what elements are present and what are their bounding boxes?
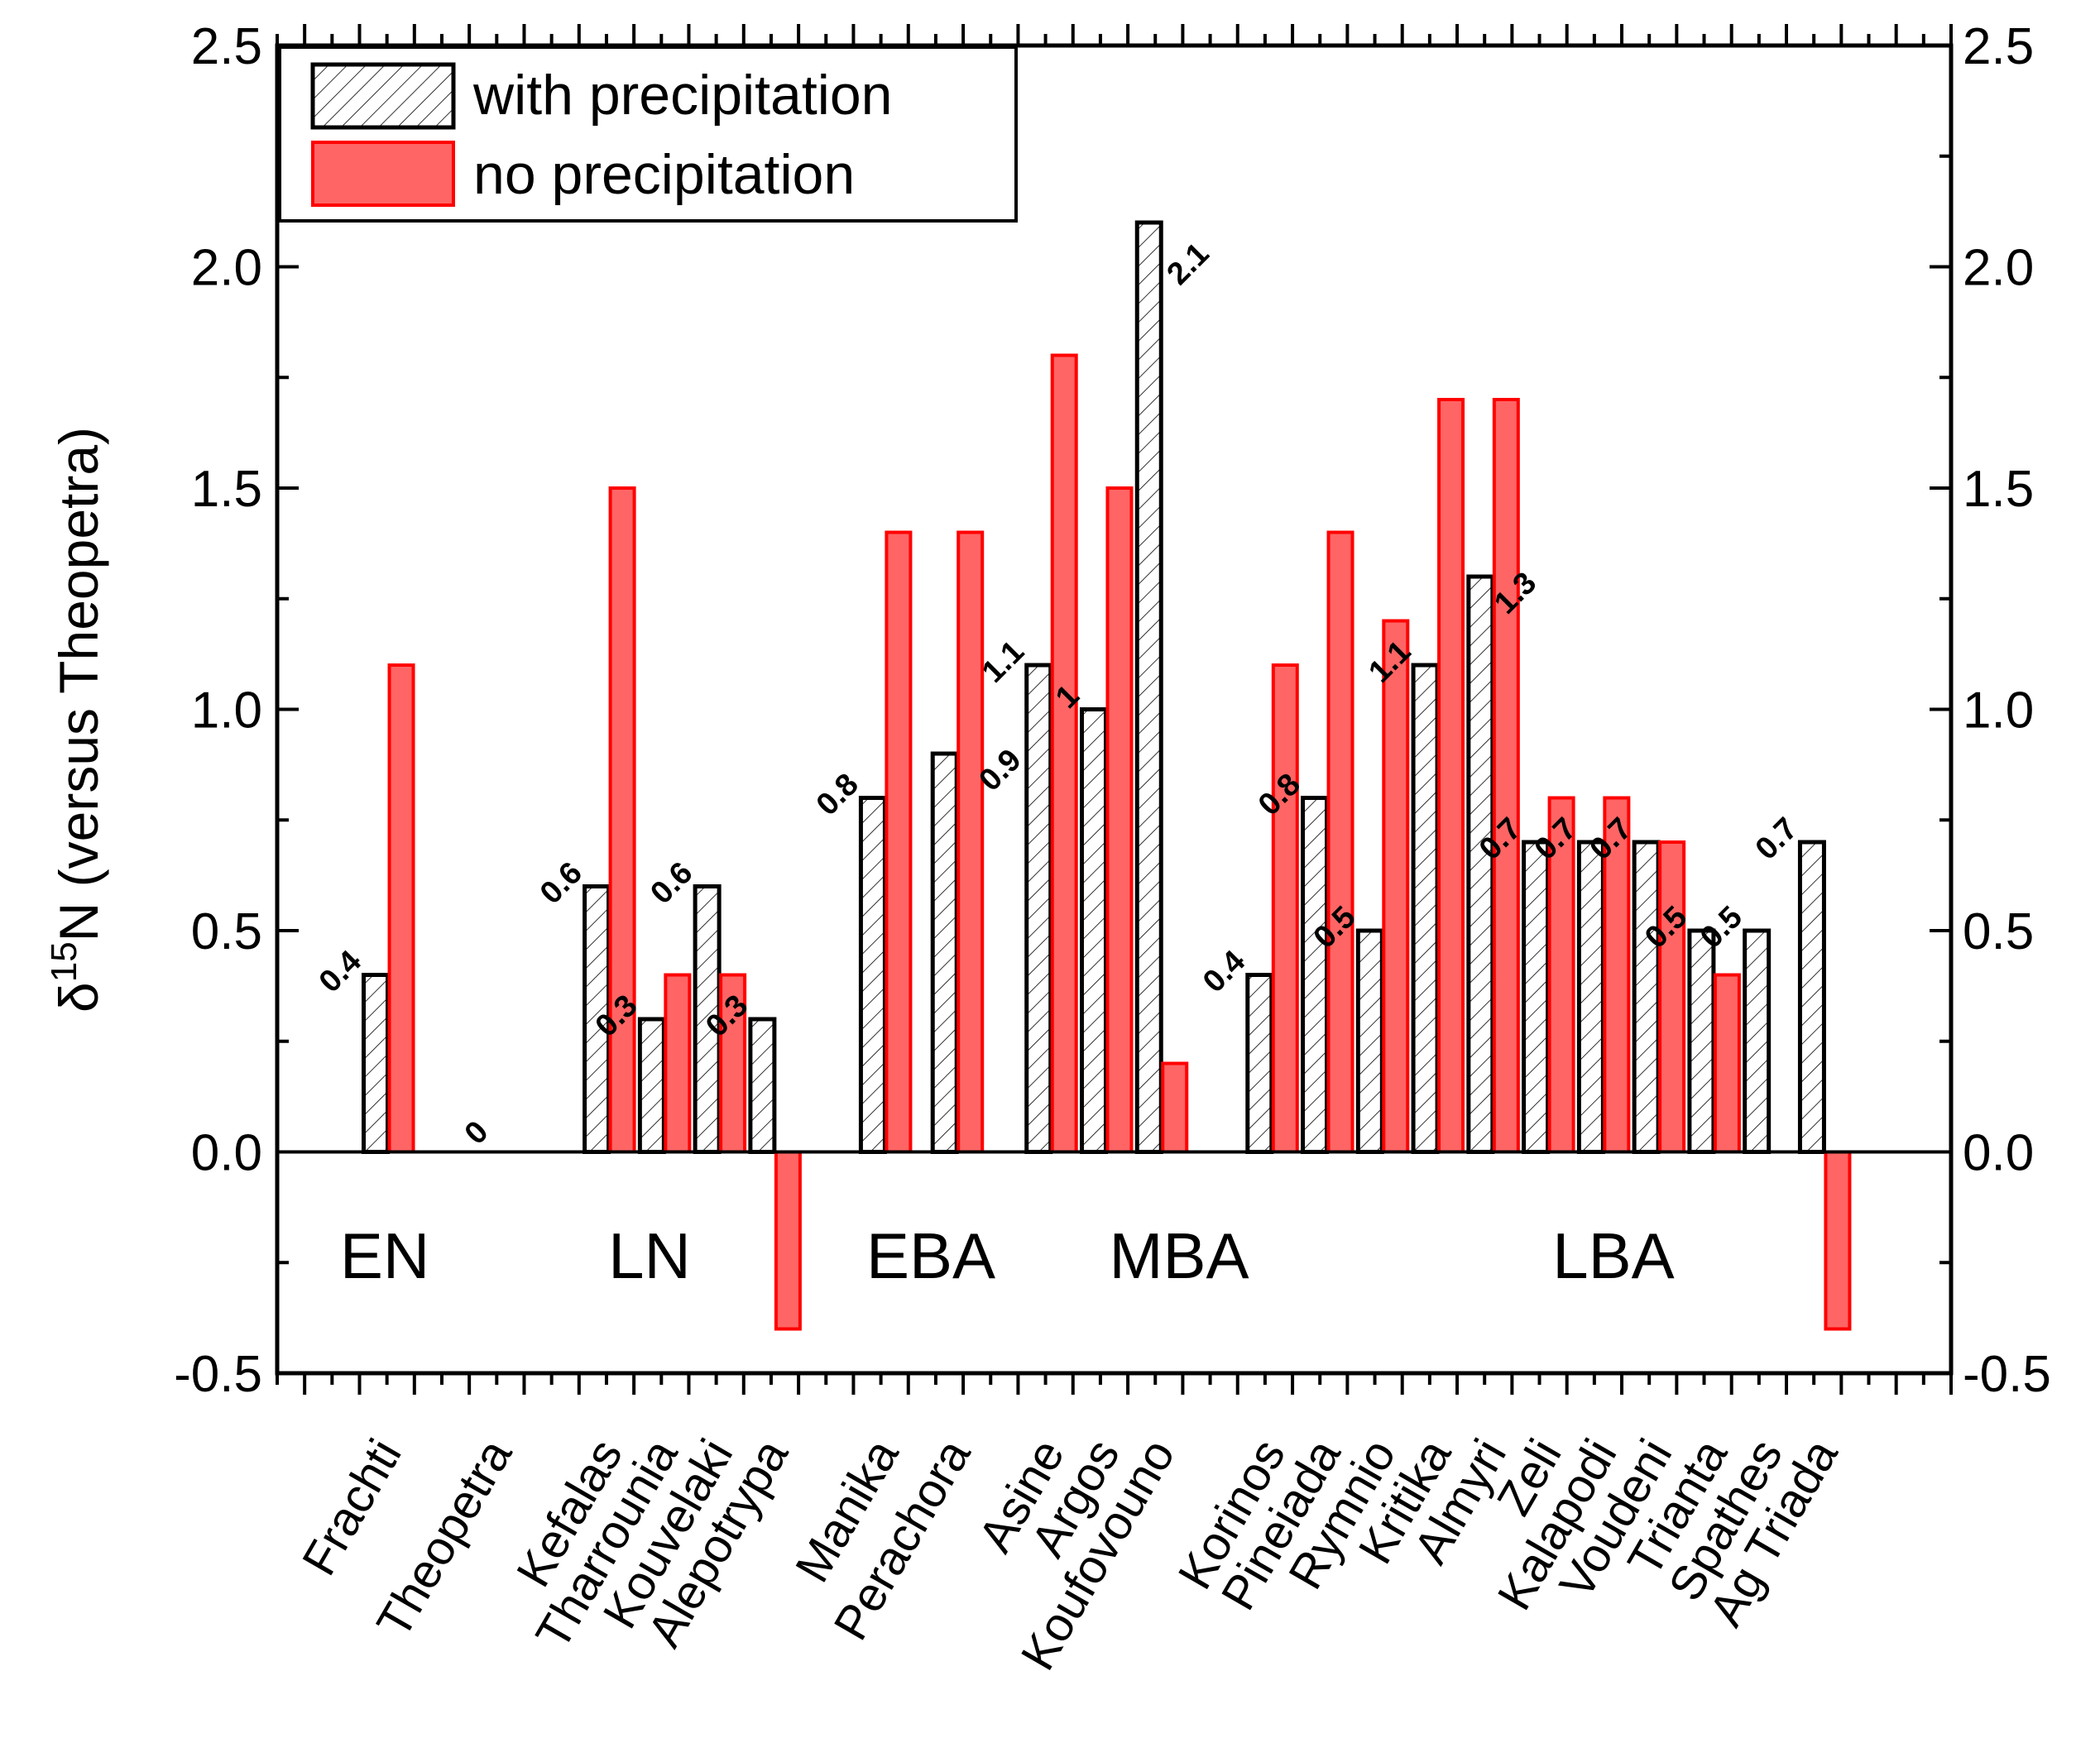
- bar-no-precipitation-asine: [1050, 353, 1078, 1154]
- y-tick-label-left: 2.5: [191, 18, 262, 75]
- bar-with-precipitation-argos: [1079, 707, 1108, 1154]
- bar-no-precipitation-manika: [885, 530, 913, 1154]
- bar-no-precipitation-kouvelaki: [719, 973, 747, 1154]
- y-tick-label-right: 0.0: [1963, 1125, 2034, 1182]
- bar-no-precipitation-alepotrypa: [774, 1150, 802, 1331]
- period-label-ln: LN: [608, 1219, 691, 1292]
- bar-with-precipitation-almyri: [1466, 574, 1495, 1154]
- legend-label-no-precipitation: no precipitation: [473, 143, 855, 206]
- bar-no-precipitation-pineiada: [1326, 530, 1354, 1154]
- y-tick-label-right: 1.5: [1963, 461, 2034, 518]
- y-tick-label-left: 2.0: [191, 240, 262, 297]
- period-label-mba: MBA: [1109, 1219, 1249, 1292]
- bar-with-precipitation-zeli: [1522, 840, 1551, 1154]
- y-tick-label-right: 2.0: [1963, 240, 2034, 297]
- period-label-eba: EBA: [866, 1219, 995, 1292]
- y-axis-label: δ15N (versus Theopetra): [44, 427, 109, 1013]
- bar-with-precipitation-kouvelaki: [693, 884, 722, 1154]
- bar-no-precipitation-tharrounia: [664, 973, 692, 1154]
- legend-label-with-precipitation: with precipitation: [472, 64, 892, 127]
- bar-with-precipitation-kalapodi: [1576, 840, 1605, 1154]
- y-tick-label-left: 1.5: [191, 461, 262, 518]
- bar-with-precipitation-frachti: [362, 973, 391, 1154]
- bar-no-precipitation-kefalas: [608, 486, 636, 1154]
- y-tick-label-right: -0.5: [1963, 1346, 2051, 1403]
- y-tick-label-right: 1.0: [1963, 682, 2034, 740]
- y-tick-label-left: -0.5: [174, 1346, 262, 1403]
- bar-no-precipitation-ag-triada: [1824, 1150, 1852, 1331]
- bar-with-precipitation-asine: [1024, 663, 1053, 1154]
- bar-no-precipitation-kritika: [1437, 398, 1465, 1154]
- x-category-label-frachti: Frachti: [292, 1430, 412, 1584]
- bar-with-precipitation-pineiada: [1301, 796, 1330, 1154]
- y-tick-label-right: 2.5: [1963, 18, 2034, 75]
- period-label-en: EN: [340, 1219, 429, 1292]
- bar-with-precipitation-rymnio: [1355, 928, 1384, 1154]
- bar-no-precipitation-rymnio: [1382, 619, 1410, 1154]
- legend-swatch-with-precipitation: [310, 62, 456, 130]
- bar-with-precipitation-voudeni: [1632, 840, 1661, 1154]
- bar-with-precipitation-kefalas: [583, 884, 611, 1154]
- y-axis-label-sup: 15: [44, 941, 84, 982]
- bar-no-precipitation-korinos: [1271, 663, 1299, 1154]
- legend-swatch-no-precipitation: [311, 141, 455, 207]
- bar-with-precipitation-korinos: [1245, 973, 1274, 1154]
- bar-with-precipitation-perachora: [930, 751, 959, 1154]
- bar-no-precipitation-koufovouno: [1161, 1061, 1189, 1154]
- bar-with-precipitation-kritika: [1411, 663, 1440, 1154]
- y-axis-label-delta: δ: [48, 982, 109, 1013]
- bar-with-precipitation-koufovouno: [1134, 220, 1163, 1154]
- bar-with-precipitation-spathes: [1743, 928, 1772, 1154]
- y-tick-label-left: 0.0: [191, 1125, 262, 1182]
- bar-no-precipitation-argos: [1105, 486, 1134, 1154]
- bar-with-precipitation-alepotrypa: [748, 1017, 777, 1154]
- bar-no-precipitation-almyri: [1492, 398, 1520, 1154]
- y-tick-label-left: 0.5: [191, 903, 262, 960]
- bar-no-precipitation-perachora: [957, 530, 985, 1154]
- y-tick-label-left: 1.0: [191, 682, 262, 740]
- bar-with-precipitation-trianta: [1687, 928, 1716, 1154]
- bar-no-precipitation-trianta: [1713, 973, 1741, 1154]
- y-tick-label-right: 0.5: [1963, 903, 2034, 960]
- bar-with-precipitation-ag-triada: [1797, 840, 1826, 1154]
- period-label-lba: LBA: [1552, 1219, 1674, 1292]
- bar-no-precipitation-frachti: [387, 663, 415, 1154]
- y-axis-label-rest: N (versus Theopetra): [48, 427, 109, 941]
- bar-with-precipitation-manika: [858, 796, 887, 1154]
- bar-with-precipitation-tharrounia: [637, 1017, 666, 1154]
- bar-no-precipitation-voudeni: [1658, 840, 1686, 1154]
